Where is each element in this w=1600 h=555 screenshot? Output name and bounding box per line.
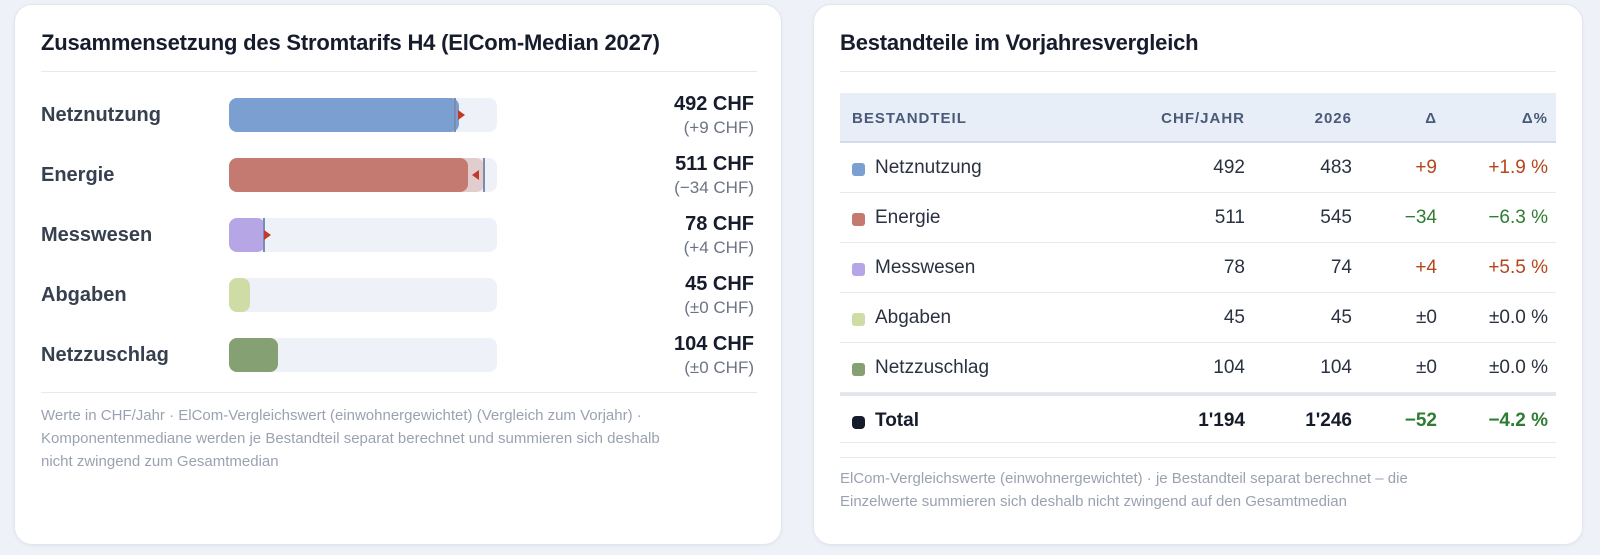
bar-track	[229, 218, 497, 252]
header-component: BESTANDTEIL	[852, 110, 967, 127]
table-row: Energie 511 545 −34 −6.3 %	[840, 193, 1556, 243]
bar-category-label: Netznutzung	[41, 104, 161, 126]
footnote-line: ElCom-Vergleichswerte (einwohnergewichte…	[840, 470, 1408, 487]
header-delta: Δ	[1425, 110, 1437, 127]
bar-category-label: Abgaben	[41, 284, 127, 306]
decrease-arrow-icon	[472, 170, 480, 180]
increase-arrow-icon	[264, 230, 272, 240]
component-name: Messwesen	[875, 257, 976, 278]
table-header: BESTANDTEIL CHF/JAHR 2026 Δ Δ%	[840, 93, 1556, 143]
title-divider	[840, 71, 1556, 72]
bar-category-label: Energie	[41, 164, 115, 186]
prev-year-cell: 74	[1330, 257, 1352, 278]
delta-cell: +9	[1415, 157, 1437, 178]
comparison-title: Bestandteile im Vorjahresvergleich	[840, 30, 1199, 55]
value-cell: 511	[1214, 207, 1245, 228]
bar-track	[229, 278, 497, 312]
bar-category-label: Messwesen	[41, 224, 153, 246]
footnote-divider	[840, 457, 1556, 458]
bar-value-label: 78 CHF	[685, 213, 754, 235]
delta-cell: −34	[1404, 207, 1437, 228]
color-swatch	[852, 263, 865, 276]
bar-value-label: 104 CHF	[673, 333, 754, 355]
value-cell: 78	[1223, 257, 1245, 278]
bar-track	[229, 338, 497, 372]
delta-pct-cell: −6.3 %	[1488, 207, 1548, 228]
bar-track	[229, 98, 497, 132]
footnote-line: Werte in CHF/Jahr · ElCom-Vergleichswert…	[41, 407, 642, 424]
comparison-footnote: ElCom-Vergleichswerte (einwohnergewichte…	[840, 467, 1408, 513]
prev-year-cell: 45	[1330, 307, 1352, 328]
footnote-divider	[41, 392, 757, 393]
delta-cell: +4	[1415, 257, 1437, 278]
header-prev-year: 2026	[1314, 110, 1352, 127]
delta-pct-cell: ±0.0 %	[1488, 307, 1548, 328]
table-row: Netzzuschlag 104 104 ±0 ±0.0 %	[840, 343, 1556, 393]
value-cell: 492	[1213, 157, 1245, 178]
comparison-card: Bestandteile im Vorjahresvergleich BESTA…	[813, 4, 1583, 545]
bar-delta-label: (±0 CHF)	[684, 298, 754, 317]
bar-category-label: Netzzuschlag	[41, 344, 169, 366]
table-row: Abgaben 45 45 ±0 ±0.0 %	[840, 293, 1556, 343]
prev-year-cell: 483	[1320, 157, 1352, 178]
bar-track	[229, 158, 497, 192]
component-name: Energie	[875, 207, 941, 228]
total-row: Total 1'194 1'246 −52 −4.2 %	[840, 393, 1556, 443]
total-label: Total	[875, 410, 919, 431]
bar	[229, 218, 266, 252]
color-swatch	[852, 363, 865, 376]
prev-year-cell: 545	[1320, 207, 1352, 228]
bar-delta-label: (+4 CHF)	[683, 238, 754, 257]
increase-arrow-icon	[458, 110, 466, 120]
bar-value-label: 511 CHF	[675, 153, 754, 175]
component-name: Abgaben	[875, 307, 952, 328]
component-name: Netzzuschlag	[875, 357, 990, 378]
previous-year-marker	[482, 158, 485, 192]
footnote-line: nicht zwingend zum Gesamtmedian	[41, 453, 279, 470]
bar	[229, 158, 469, 192]
delta-pct-cell: +1.9 %	[1488, 157, 1548, 178]
total-value: 1'194	[1198, 410, 1245, 431]
bar	[229, 338, 278, 372]
bar	[229, 98, 460, 132]
color-swatch	[852, 163, 865, 176]
bar	[229, 278, 251, 312]
component-name: Netznutzung	[875, 157, 982, 178]
value-cell: 45	[1223, 307, 1245, 328]
delta-cell: ±0	[1416, 307, 1437, 328]
bar-delta-label: (+9 CHF)	[683, 118, 754, 137]
title-divider	[41, 71, 757, 72]
color-swatch	[852, 213, 865, 226]
delta-pct-cell: +5.5 %	[1488, 257, 1548, 278]
composition-card: Zusammensetzung des Stromtarifs H4 (ElCo…	[14, 4, 782, 545]
bar-value-label: 492 CHF	[673, 93, 754, 115]
delta-cell: ±0	[1416, 357, 1437, 378]
total-prev: 1'246	[1305, 410, 1352, 431]
bar-delta-label: (−34 CHF)	[674, 178, 754, 197]
table-row: Messwesen 78 74 +4 +5.5 %	[840, 243, 1556, 293]
footnote-line: Einzelwerte summieren sich deshalb nicht…	[840, 493, 1347, 510]
total-swatch	[852, 416, 865, 429]
footnote-line: Komponentenmediane werden je Bestandteil…	[41, 430, 660, 447]
bar-delta-label: (±0 CHF)	[684, 358, 754, 377]
table-row: Netznutzung 492 483 +9 +1.9 %	[840, 143, 1556, 193]
delta-pct-cell: ±0.0 %	[1488, 357, 1548, 378]
header-delta-pct: Δ%	[1521, 110, 1548, 127]
previous-year-marker	[262, 218, 265, 252]
total-delta-pct: −4.2 %	[1488, 410, 1548, 431]
header-chf-year: CHF/JAHR	[1161, 110, 1245, 127]
bar-value-label: 45 CHF	[685, 273, 754, 295]
composition-title: Zusammensetzung des Stromtarifs H4 (ElCo…	[41, 30, 660, 55]
composition-footnote: Werte in CHF/Jahr · ElCom-Vergleichswert…	[41, 404, 660, 473]
prev-year-cell: 104	[1320, 357, 1352, 378]
total-delta: −52	[1404, 410, 1437, 431]
color-swatch	[852, 313, 865, 326]
value-cell: 104	[1213, 357, 1245, 378]
previous-year-marker	[453, 98, 456, 132]
